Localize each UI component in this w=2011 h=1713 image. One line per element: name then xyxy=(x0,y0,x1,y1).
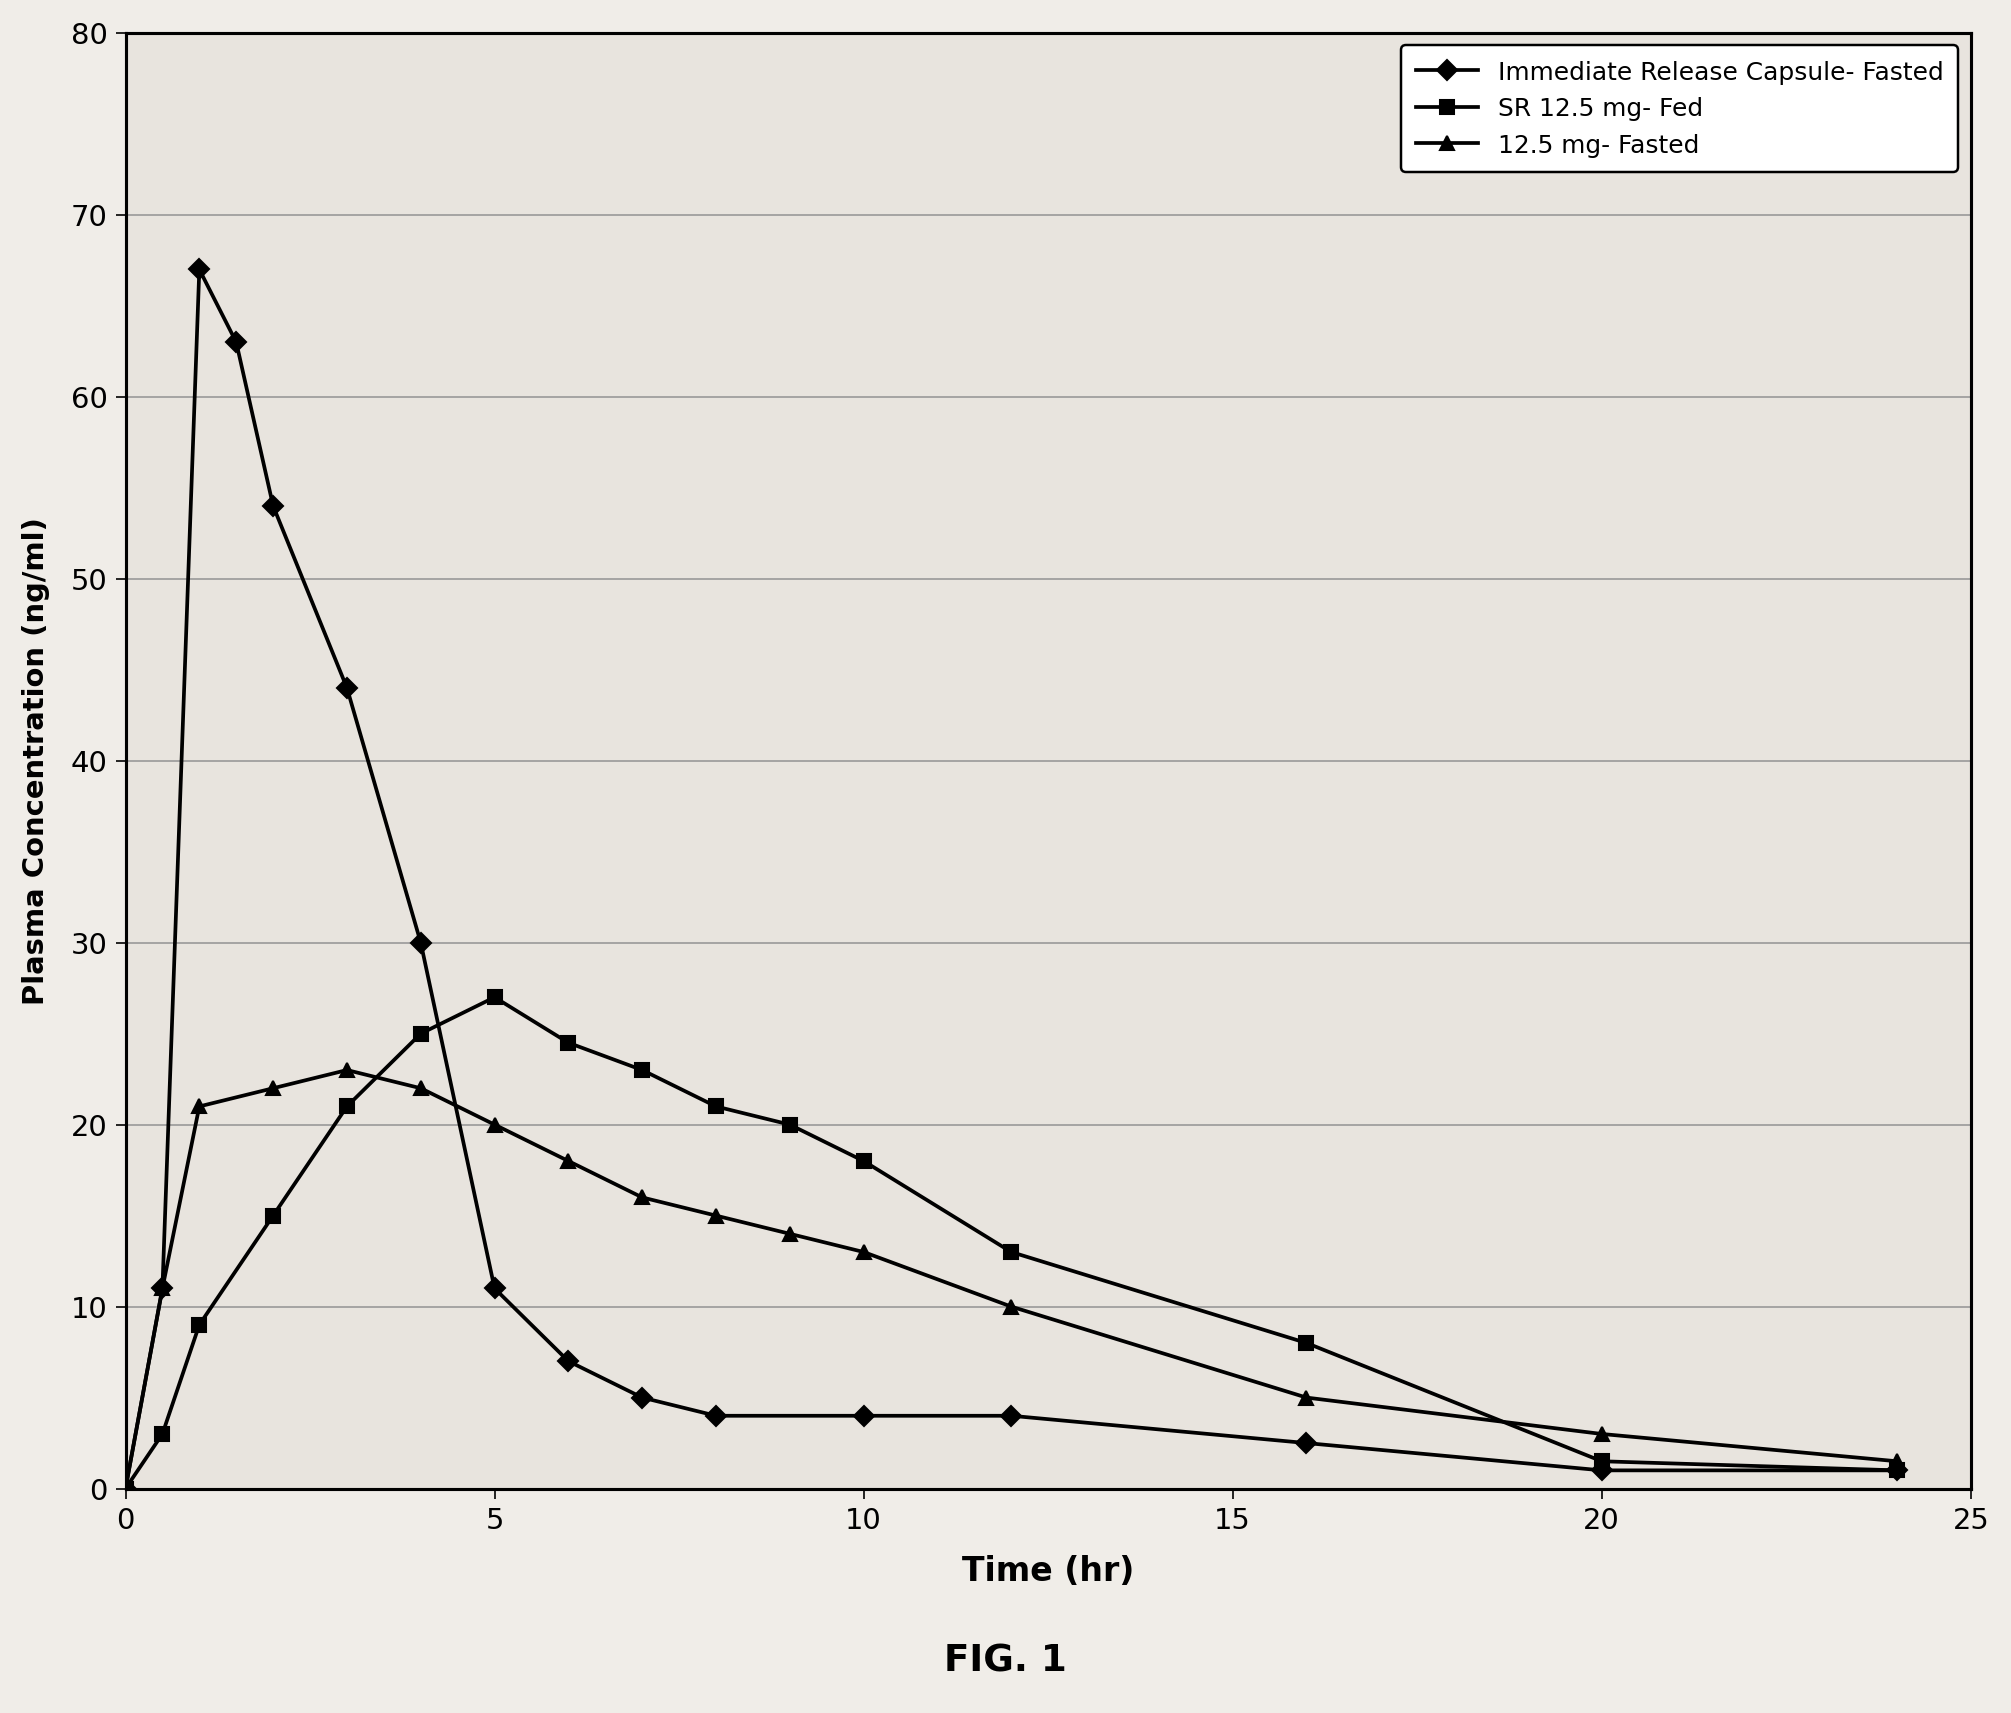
SR 12.5 mg- Fed xyxy=(1884,1459,1908,1480)
Immediate Release Capsule- Fasted xyxy=(261,497,286,517)
12.5 mg- Fasted xyxy=(1295,1388,1319,1408)
Line: Immediate Release Capsule- Fasted: Immediate Release Capsule- Fasted xyxy=(119,262,1904,1495)
12.5 mg- Fasted xyxy=(113,1478,137,1499)
SR 12.5 mg- Fed xyxy=(483,987,507,1007)
X-axis label: Time (hr): Time (hr) xyxy=(961,1555,1134,1588)
SR 12.5 mg- Fed xyxy=(151,1424,175,1444)
Immediate Release Capsule- Fasted xyxy=(704,1406,728,1427)
Line: 12.5 mg- Fasted: 12.5 mg- Fasted xyxy=(119,1064,1904,1495)
Immediate Release Capsule- Fasted xyxy=(223,332,247,353)
SR 12.5 mg- Fed xyxy=(557,1033,581,1053)
SR 12.5 mg- Fed xyxy=(334,1096,358,1117)
Immediate Release Capsule- Fasted xyxy=(851,1406,875,1427)
12.5 mg- Fasted xyxy=(629,1187,654,1208)
SR 12.5 mg- Fed xyxy=(851,1151,875,1172)
SR 12.5 mg- Fed xyxy=(999,1242,1024,1262)
Immediate Release Capsule- Fasted xyxy=(187,260,211,281)
12.5 mg- Fasted xyxy=(1589,1424,1613,1444)
12.5 mg- Fasted xyxy=(408,1077,432,1098)
SR 12.5 mg- Fed xyxy=(1295,1333,1319,1353)
Y-axis label: Plasma Concentration (ng/ml): Plasma Concentration (ng/ml) xyxy=(22,517,50,1006)
Immediate Release Capsule- Fasted xyxy=(483,1278,507,1298)
12.5 mg- Fasted xyxy=(778,1223,802,1244)
Immediate Release Capsule- Fasted xyxy=(629,1388,654,1408)
Immediate Release Capsule- Fasted xyxy=(334,678,358,699)
12.5 mg- Fasted xyxy=(851,1242,875,1262)
12.5 mg- Fasted xyxy=(1884,1451,1908,1471)
Line: SR 12.5 mg- Fed: SR 12.5 mg- Fed xyxy=(119,990,1904,1495)
12.5 mg- Fasted xyxy=(151,1278,175,1298)
Immediate Release Capsule- Fasted xyxy=(999,1406,1024,1427)
Immediate Release Capsule- Fasted xyxy=(1884,1459,1908,1480)
SR 12.5 mg- Fed xyxy=(704,1096,728,1117)
SR 12.5 mg- Fed xyxy=(1589,1451,1613,1471)
12.5 mg- Fasted xyxy=(483,1115,507,1136)
Text: FIG. 1: FIG. 1 xyxy=(943,1641,1068,1679)
Immediate Release Capsule- Fasted xyxy=(1295,1432,1319,1453)
Immediate Release Capsule- Fasted xyxy=(113,1478,137,1499)
12.5 mg- Fasted xyxy=(261,1077,286,1098)
12.5 mg- Fasted xyxy=(999,1297,1024,1317)
SR 12.5 mg- Fed xyxy=(187,1314,211,1334)
12.5 mg- Fasted xyxy=(334,1060,358,1081)
Immediate Release Capsule- Fasted xyxy=(151,1278,175,1298)
Legend: Immediate Release Capsule- Fasted, SR 12.5 mg- Fed, 12.5 mg- Fasted: Immediate Release Capsule- Fasted, SR 12… xyxy=(1400,46,1959,173)
SR 12.5 mg- Fed xyxy=(408,1024,432,1045)
SR 12.5 mg- Fed xyxy=(261,1206,286,1227)
Immediate Release Capsule- Fasted xyxy=(557,1352,581,1372)
12.5 mg- Fasted xyxy=(187,1096,211,1117)
12.5 mg- Fasted xyxy=(704,1206,728,1227)
SR 12.5 mg- Fed xyxy=(113,1478,137,1499)
Immediate Release Capsule- Fasted xyxy=(1589,1459,1613,1480)
Immediate Release Capsule- Fasted xyxy=(408,932,432,952)
SR 12.5 mg- Fed xyxy=(629,1060,654,1081)
12.5 mg- Fasted xyxy=(557,1151,581,1172)
SR 12.5 mg- Fed xyxy=(778,1115,802,1136)
